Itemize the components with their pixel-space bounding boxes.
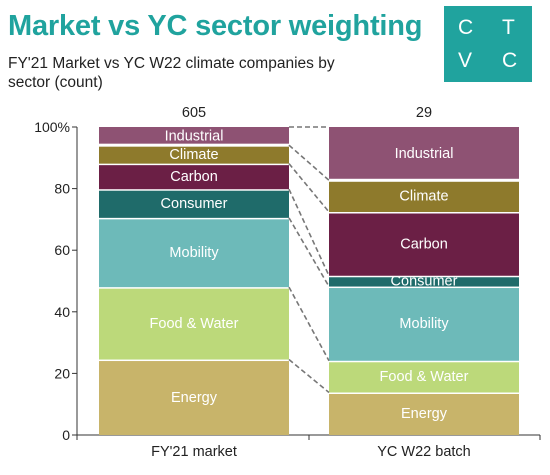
connector-line	[288, 286, 330, 362]
y-tick-label: 40	[54, 304, 70, 320]
logo-letter: C	[458, 16, 474, 39]
segment-label: Mobility	[169, 245, 219, 261]
connector-line	[288, 217, 330, 287]
connector-line	[288, 358, 330, 394]
ctvc-logo: C T V C	[444, 6, 532, 82]
bar-segment	[329, 362, 519, 393]
connector-line	[288, 144, 330, 181]
bar-segment	[99, 190, 289, 218]
segment-label: Consumer	[391, 274, 458, 290]
segment-label: Carbon	[170, 169, 218, 185]
y-tick-label: 0	[62, 427, 70, 443]
segment-label: Climate	[399, 189, 448, 205]
bar-segment	[329, 393, 519, 435]
logo-letter: T	[502, 16, 515, 39]
bar-total-label: 29	[416, 105, 432, 121]
connector-line	[288, 188, 330, 277]
bar-segment	[329, 277, 519, 287]
segment-label: Food & Water	[150, 316, 239, 332]
connector-line	[288, 163, 330, 213]
bar-segment	[99, 361, 289, 435]
logo-letter: V	[458, 49, 473, 72]
segment-label: Climate	[169, 147, 218, 163]
segment-label: Industrial	[165, 129, 224, 145]
bar-segment	[99, 288, 289, 360]
segment-label: Energy	[171, 390, 218, 406]
logo-letter: C	[502, 49, 518, 72]
page-title: Market vs YC sector weighting	[8, 10, 423, 42]
bar-segment	[329, 288, 519, 361]
segment-label: Food & Water	[380, 369, 469, 385]
y-tick-label: 20	[54, 365, 70, 381]
bar-segment	[99, 165, 289, 190]
bar-segment	[329, 213, 519, 276]
bar-segment	[99, 219, 289, 288]
bar-segment	[329, 127, 519, 179]
segment-label: Energy	[401, 406, 448, 422]
y-tick-label: 60	[54, 242, 70, 258]
bar-segment	[329, 181, 519, 213]
y-tick-label: 80	[54, 181, 70, 197]
x-category-label: FY'21 market	[151, 444, 237, 460]
segment-label: Consumer	[161, 196, 228, 212]
segment-label: Carbon	[400, 236, 448, 252]
y-tick-label: 100%	[34, 119, 70, 135]
bar-segment	[99, 127, 289, 144]
segment-label: Mobility	[399, 316, 449, 332]
x-category-label: YC W22 batch	[377, 444, 471, 460]
bar-total-label: 605	[182, 105, 206, 121]
chart-subtitle: FY'21 Market vs YC W22 climate companies…	[8, 55, 335, 91]
segment-label: Industrial	[395, 146, 454, 162]
bar-segment	[99, 146, 289, 164]
